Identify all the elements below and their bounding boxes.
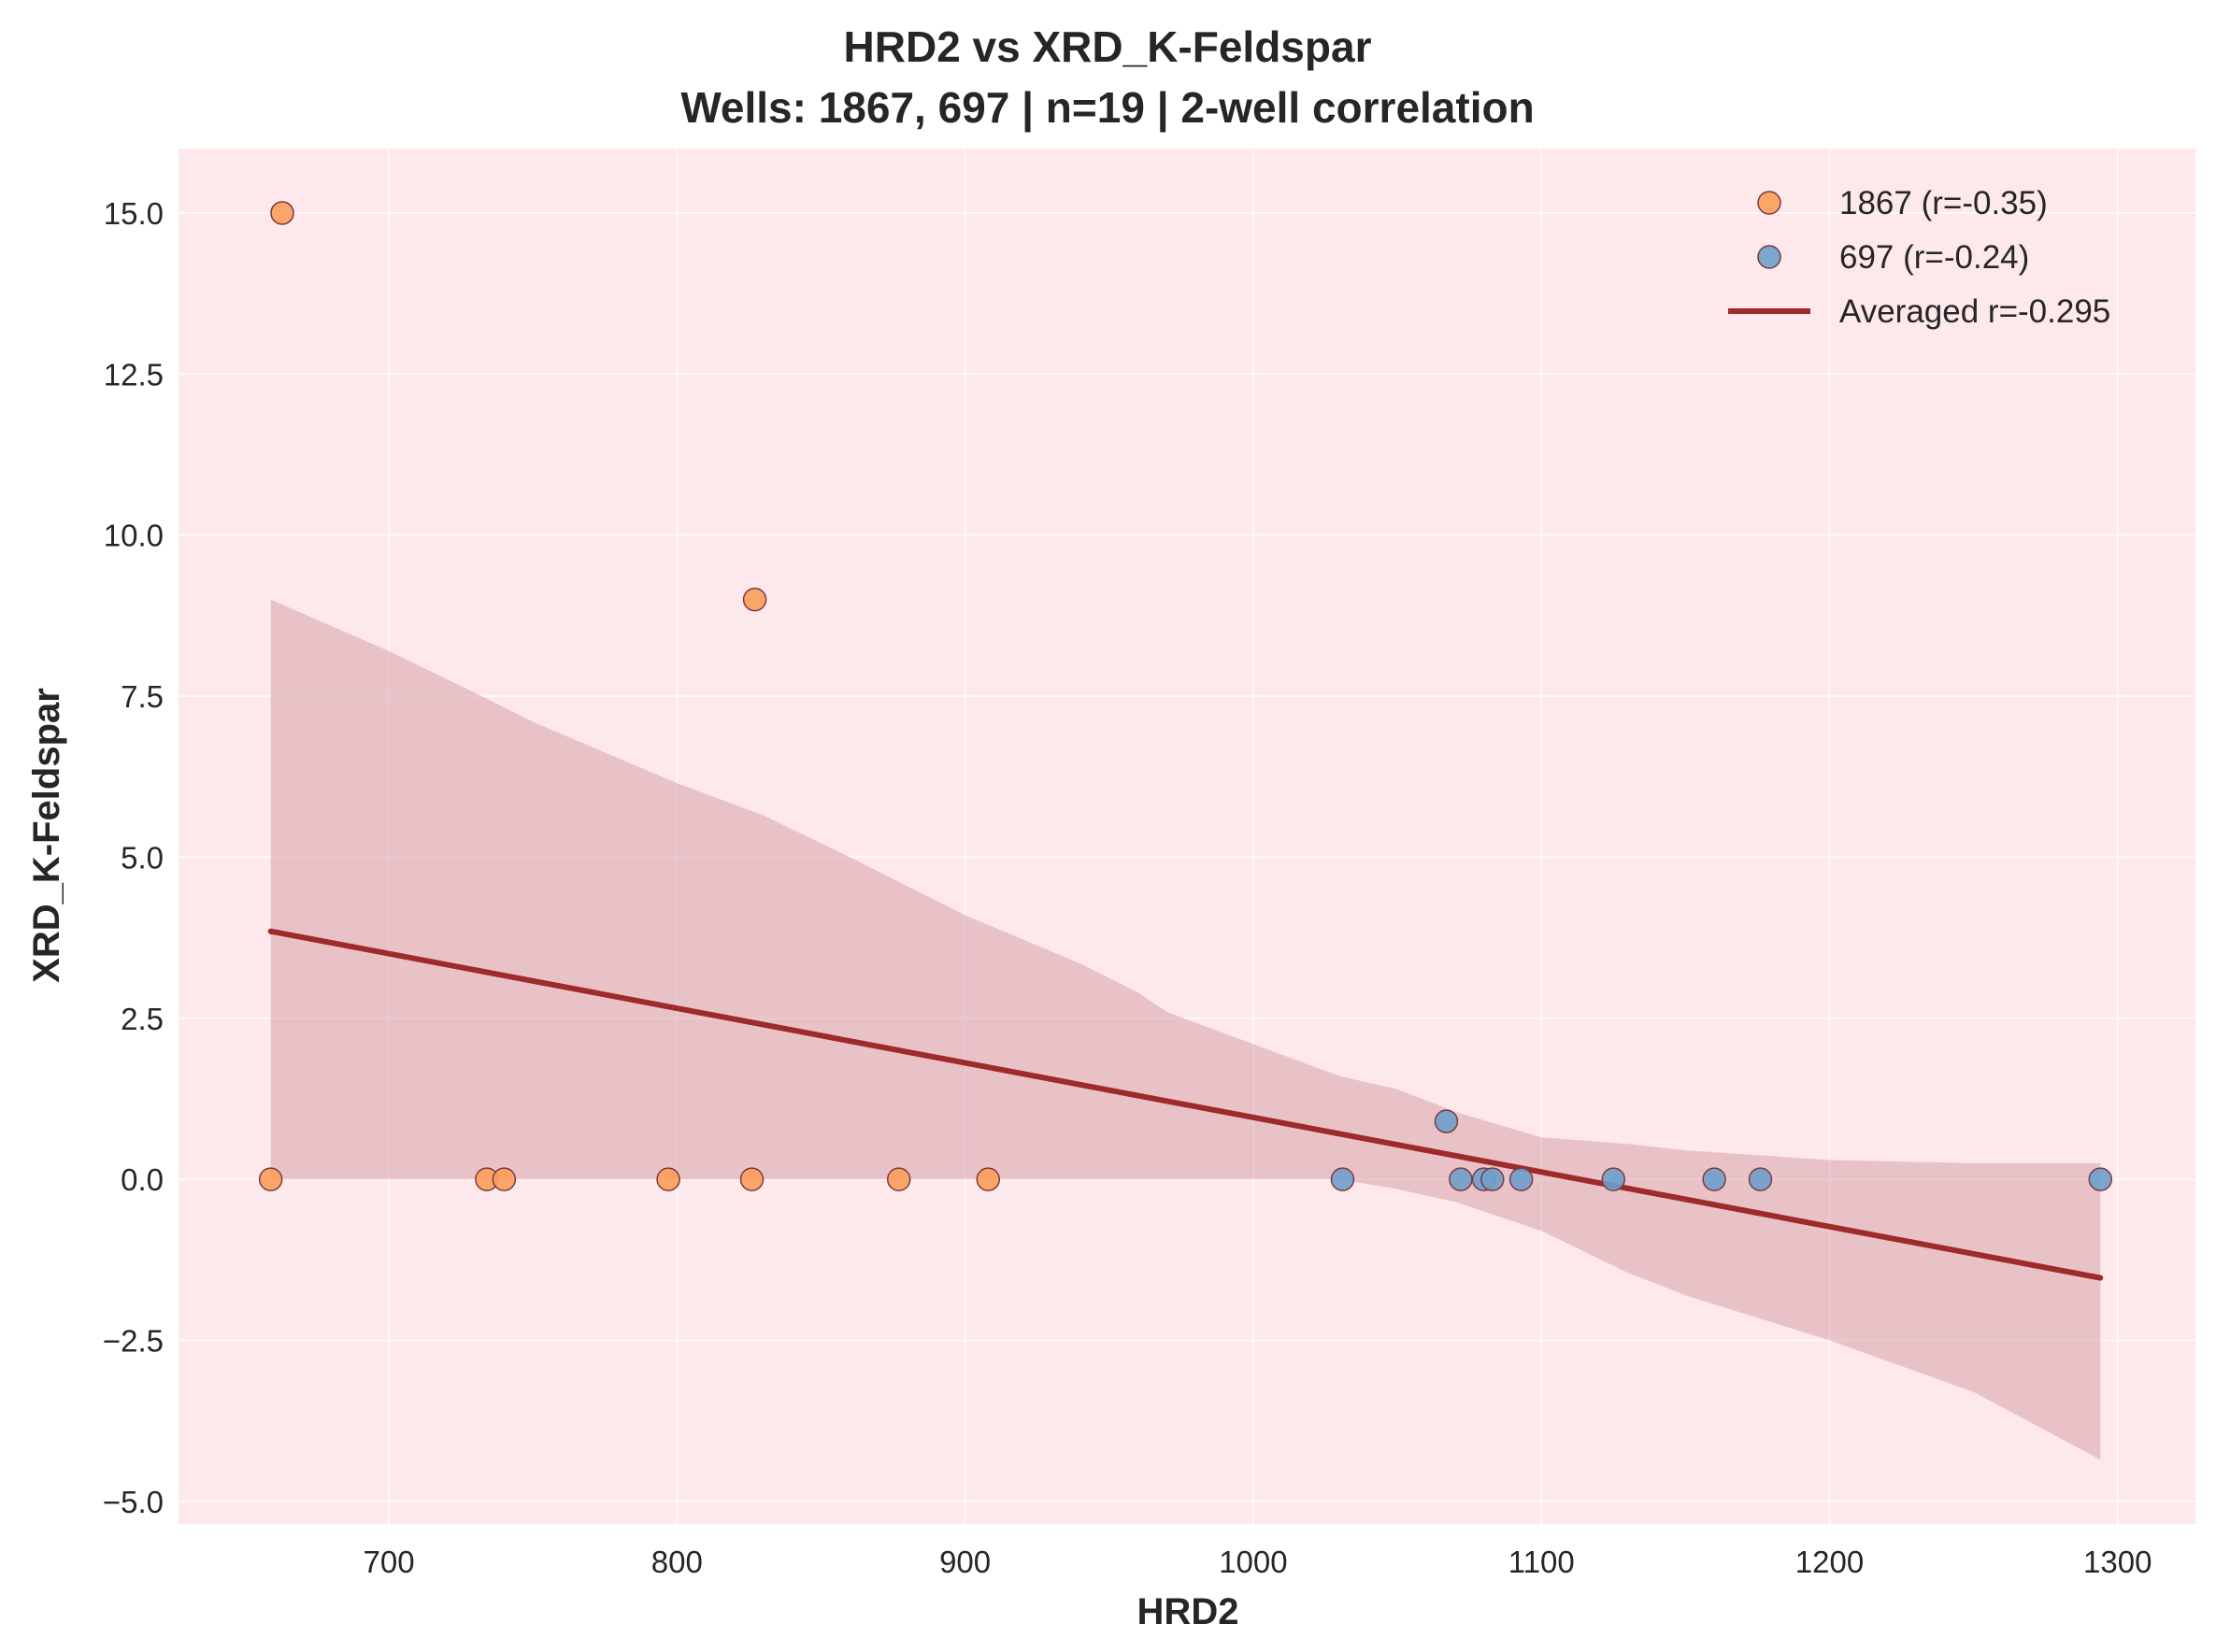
x-tick-label: 900 — [939, 1545, 991, 1579]
y-tick-label: 15.0 — [104, 196, 164, 231]
x-tick-label: 700 — [364, 1545, 415, 1579]
chart-subtitle: Wells: 1867, 697 | n=19 | 2-well correla… — [680, 83, 1534, 132]
x-axis-label: HRD2 — [1137, 1591, 1239, 1632]
data-point-series-1 — [656, 1167, 680, 1191]
chart-title: HRD2 vs XRD_K-Feldspar — [844, 22, 1372, 71]
y-tick-labels: −5.0 −2.5 0.0 2.5 5.0 7.5 10.0 12.5 15.0 — [103, 196, 164, 1519]
y-tick-label: −2.5 — [103, 1324, 164, 1359]
legend: 1867 (r=-0.35) 697 (r=-0.24) Averaged r=-0… — [1728, 185, 2110, 330]
y-tick-label: 5.0 — [121, 840, 164, 875]
x-tick-label: 1300 — [2083, 1545, 2152, 1579]
confidence-band — [270, 599, 2101, 1460]
y-tick-label: −5.0 — [103, 1485, 164, 1519]
y-tick-label: 12.5 — [104, 357, 164, 392]
x-tick-label: 1100 — [1508, 1545, 1575, 1579]
data-point-series-1 — [742, 587, 767, 612]
x-tick-label: 1000 — [1219, 1545, 1287, 1579]
grid-lines — [179, 149, 2195, 1524]
data-point-series-2 — [1434, 1109, 1459, 1133]
data-point-series-2 — [1508, 1167, 1534, 1191]
legend-label-series-1: 1867 (r=-0.35) — [1839, 185, 2048, 221]
legend-label-regression: Averaged r=-0.295 — [1839, 293, 2110, 330]
data-point-series-2 — [1449, 1167, 1473, 1191]
data-point-series-2 — [1748, 1167, 1773, 1191]
data-point-series-2 — [2088, 1167, 2113, 1191]
legend-marker-series-2 — [1757, 245, 1781, 269]
data-point-series-2 — [1702, 1167, 1726, 1191]
y-tick-label: 10.0 — [104, 519, 164, 553]
data-point-series-1 — [886, 1167, 911, 1191]
data-point-series-2 — [1480, 1167, 1505, 1191]
legend-label-series-2: 697 (r=-0.24) — [1839, 239, 2029, 276]
data-point-series-1 — [976, 1167, 1001, 1191]
data-points — [258, 201, 2113, 1191]
y-axis-label: XRD_K-Feldspar — [26, 688, 67, 983]
data-point-series-1 — [270, 201, 294, 225]
legend-marker-series-1 — [1757, 191, 1781, 215]
regression-line-group — [267, 928, 2104, 1281]
x-tick-labels: 700 800 900 1000 1100 1200 1300 — [364, 1545, 2152, 1579]
x-tick-label: 800 — [651, 1545, 703, 1579]
x-tick-label: 1200 — [1795, 1545, 1864, 1579]
data-point-series-1 — [739, 1167, 765, 1191]
regression-line — [267, 928, 2104, 1281]
confidence-band-area — [270, 599, 2101, 1460]
data-point-series-1 — [492, 1167, 517, 1191]
y-tick-label: 0.0 — [121, 1162, 164, 1197]
data-point-series-2 — [1601, 1167, 1626, 1191]
data-point-series-1 — [258, 1167, 283, 1191]
y-tick-label: 2.5 — [121, 1002, 164, 1036]
data-point-series-2 — [1330, 1167, 1355, 1191]
y-tick-label: 7.5 — [121, 679, 164, 714]
